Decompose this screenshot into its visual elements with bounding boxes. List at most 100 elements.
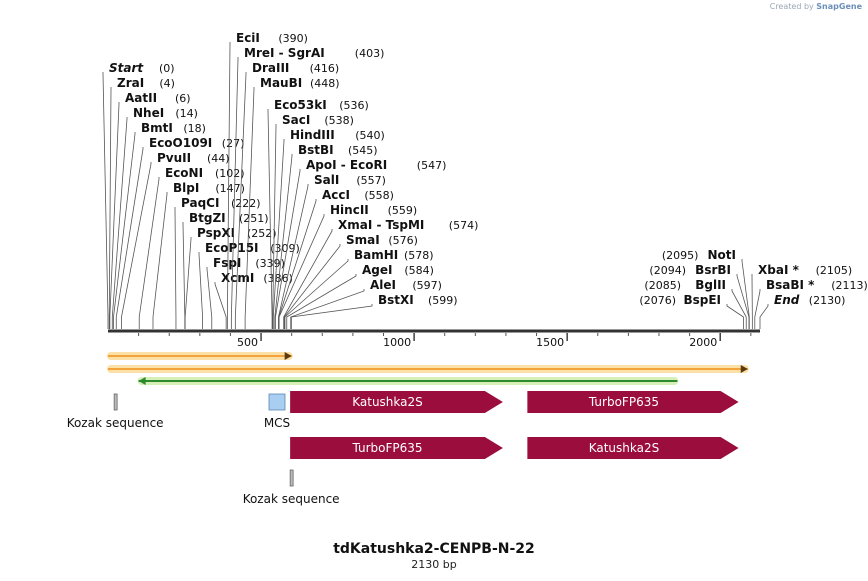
- site-leader-line: [226, 42, 231, 329]
- enzyme-site-position: (2095): [662, 249, 699, 262]
- enzyme-site-position: (6): [175, 92, 191, 105]
- site-leader-line: [102, 72, 109, 329]
- site-leader-line: [731, 289, 747, 329]
- enzyme-site-name: DraIII: [252, 61, 289, 75]
- enzyme-site-name: EcoO109I: [149, 136, 212, 150]
- enzyme-site-name: MreI - SgrAI: [244, 46, 325, 60]
- enzyme-site-name: AleI: [370, 278, 396, 292]
- orf-arrow-left-icon: [138, 377, 146, 385]
- enzyme-site-name: BspEI: [683, 293, 721, 307]
- enzyme-site-name: BmtI: [141, 121, 173, 135]
- site-leader-line: [198, 252, 203, 329]
- site-leader-line: [275, 169, 301, 329]
- cds-feature-label: Katushka2S: [352, 395, 423, 409]
- site-leader-line: [113, 132, 136, 329]
- enzyme-site-position: (597): [412, 279, 442, 292]
- site-leader-line: [278, 214, 325, 329]
- ruler-tick-label: 1000: [383, 336, 411, 349]
- enzyme-site-position: (536): [339, 99, 369, 112]
- site-leader-line: [726, 304, 744, 329]
- mcs-feature-box: [268, 393, 286, 411]
- enzyme-site-position: (2076): [639, 294, 676, 307]
- site-leader-line: [267, 109, 273, 329]
- site-leader-line: [111, 117, 128, 329]
- cds-feature-arrow: [290, 437, 503, 459]
- enzyme-site-position: (545): [348, 144, 378, 157]
- site-leader-line: [272, 139, 285, 329]
- cds-feature-arrow: [527, 437, 739, 459]
- site-leader-line: [115, 147, 144, 329]
- enzyme-site-name: BtgZI: [189, 211, 226, 225]
- snapgene-logo: SnapGene: [816, 2, 862, 11]
- enzyme-site-name: XmaI - TspMI: [338, 218, 424, 232]
- enzyme-site-name: AccI: [322, 188, 350, 202]
- site-leader-line: [234, 72, 247, 329]
- enzyme-site-position: (540): [355, 129, 385, 142]
- enzyme-site-position: (559): [388, 204, 418, 217]
- site-leader-line: [152, 192, 168, 329]
- ruler-tick-label: 2000: [689, 336, 717, 349]
- enzyme-site-name: BstBI: [298, 143, 334, 157]
- site-leader-line: [754, 289, 761, 329]
- enzyme-site-position: (147): [215, 182, 245, 195]
- enzyme-site-position: (538): [324, 114, 354, 127]
- enzyme-site-name: BlpI: [173, 181, 199, 195]
- enzyme-site-name: ZraI: [117, 76, 144, 90]
- enzyme-site-position: (339): [255, 257, 285, 270]
- enzyme-site-position: (557): [356, 174, 386, 187]
- site-leader-line: [174, 207, 177, 329]
- plasmid-length: 2130 bp: [411, 558, 457, 571]
- site-leader-line: [272, 124, 277, 329]
- enzyme-site-name: BstXI: [378, 293, 414, 307]
- enzyme-site-name: XcmI: [221, 271, 254, 285]
- enzyme-site-position: (448): [310, 77, 340, 90]
- cds-feature-arrow: [527, 391, 739, 413]
- enzyme-site-name: HincII: [330, 203, 369, 217]
- enzyme-site-name: HindIII: [290, 128, 335, 142]
- cds-feature-label: Katushka2S: [589, 441, 660, 455]
- enzyme-site-position: (222): [231, 197, 261, 210]
- plasmid-name: tdKatushka2-CENPB-N-22: [333, 541, 535, 557]
- enzyme-site-name: SmaI: [346, 233, 380, 247]
- enzyme-site-name: PspXI: [197, 226, 235, 240]
- enzyme-site-name: AatII: [125, 91, 157, 105]
- site-leader-line: [121, 162, 152, 329]
- enzyme-site-position: (14): [175, 107, 198, 120]
- enzyme-site-name: PvuII: [157, 151, 191, 165]
- enzyme-site-name: NheI: [133, 106, 164, 120]
- enzyme-site-position: (547): [417, 159, 447, 172]
- site-leader-line: [290, 304, 373, 329]
- cds-feature-label: TurboFP635: [588, 395, 659, 409]
- site-leader-line: [184, 237, 192, 329]
- snapgene-credit: Created by SnapGene: [770, 2, 862, 11]
- site-leader-line: [283, 229, 333, 329]
- enzyme-site-name: Start: [109, 61, 144, 75]
- enzyme-site-position: (578): [404, 249, 434, 262]
- enzyme-site-name: FspI: [213, 256, 241, 270]
- enzyme-site-position: (599): [428, 294, 458, 307]
- enzyme-site-name: SacI: [282, 113, 310, 127]
- enzyme-site-position: (2130): [809, 294, 846, 307]
- enzyme-site-name: BglII: [695, 278, 726, 292]
- enzyme-site-name: PaqCI: [181, 196, 219, 210]
- enzyme-site-position: (416): [310, 62, 340, 75]
- enzyme-site-name: SalI: [314, 173, 339, 187]
- enzyme-site-position: (574): [449, 219, 479, 232]
- site-leader-line: [182, 222, 186, 329]
- enzyme-site-position: (252): [247, 227, 277, 240]
- enzyme-site-position: (2094): [649, 264, 686, 277]
- site-leader-line: [206, 267, 213, 329]
- enzyme-site-name: Eco53kI: [274, 98, 327, 112]
- site-leader-line: [214, 282, 227, 329]
- ruler-tick-label: 1500: [536, 336, 564, 349]
- mcs-feature-label: MCS: [264, 416, 290, 430]
- enzyme-site-position: (403): [355, 47, 385, 60]
- cds-feature-label: TurboFP635: [351, 441, 422, 455]
- enzyme-site-position: (18): [183, 122, 206, 135]
- site-leader-line: [284, 259, 349, 329]
- enzyme-site-name: AgeI: [362, 263, 392, 277]
- site-leader-line: [759, 304, 769, 329]
- enzyme-site-name: BsrBI: [695, 263, 731, 277]
- enzyme-site-position: (558): [364, 189, 394, 202]
